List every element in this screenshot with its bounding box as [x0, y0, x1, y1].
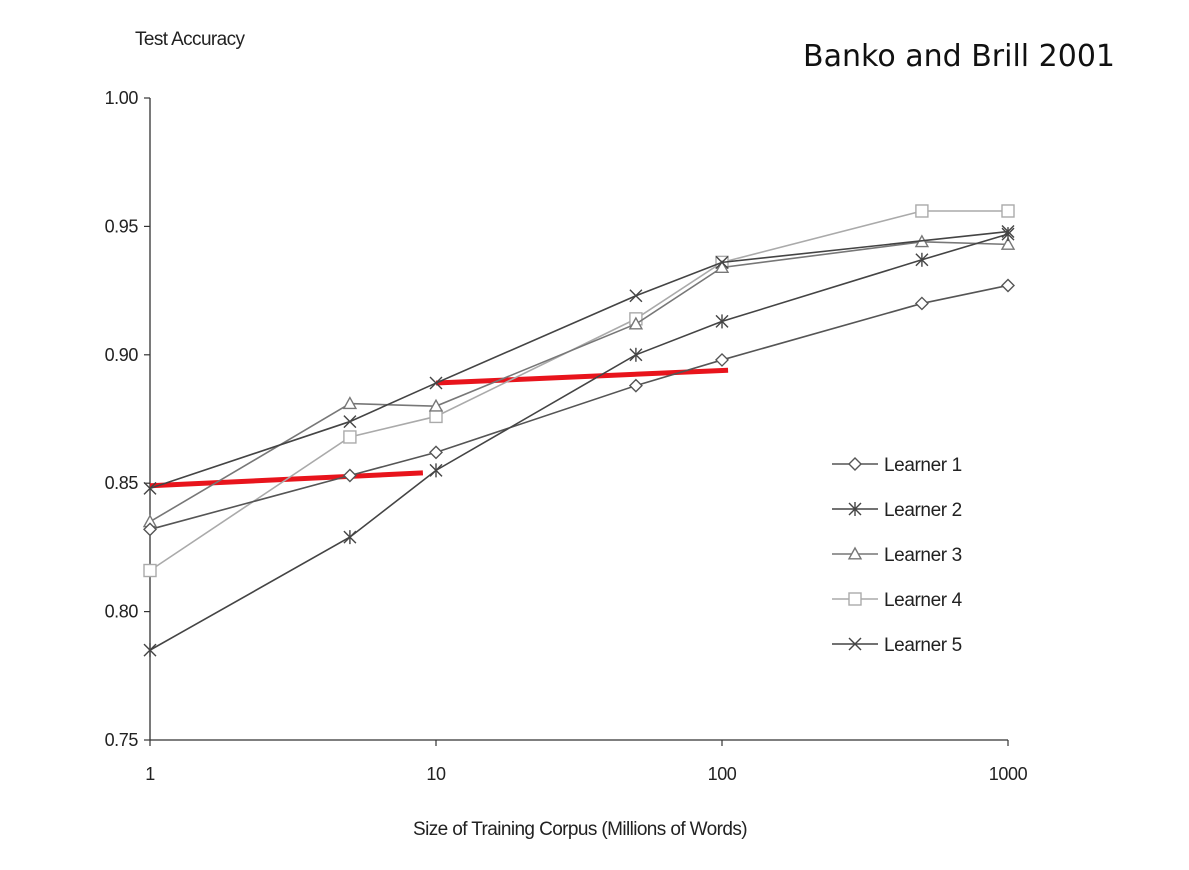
red-annotation-line [435, 367, 729, 386]
x-tick-label: 1 [145, 764, 155, 784]
x-marker [343, 415, 357, 429]
legend-entry: Learner 3 [832, 545, 962, 566]
asterisk-marker [629, 347, 643, 362]
diamond-marker [914, 296, 929, 311]
legend-entry: Learner 4 [832, 590, 963, 611]
series-1 [143, 278, 1015, 537]
series-5 [143, 225, 1015, 495]
x-axis-label: Size of Training Corpus (Millions of Wor… [413, 819, 747, 840]
diamond-marker [342, 468, 357, 483]
series-line [149, 284, 1009, 531]
triangle-marker [428, 398, 444, 412]
asterisk-marker [143, 643, 157, 658]
x-tick-label: 1000 [989, 764, 1028, 784]
y-tick-label: 0.90 [105, 345, 139, 365]
x-marker [429, 376, 443, 390]
x-marker [143, 481, 157, 495]
x-marker [715, 255, 729, 269]
asterisk-marker [848, 502, 862, 516]
square-marker [915, 204, 929, 218]
legend-entry: Learner 2 [832, 500, 962, 521]
series-line [149, 233, 1009, 651]
diamond-marker [143, 522, 157, 537]
legend-label: Learner 3 [884, 545, 962, 566]
triangle-marker [847, 546, 863, 560]
asterisk-marker [915, 252, 929, 267]
y-tick-label: 0.75 [105, 730, 139, 750]
square-marker [343, 430, 357, 444]
x-marker [629, 289, 643, 303]
asterisk-marker [1001, 227, 1015, 242]
square-marker [848, 592, 862, 606]
diamond-marker [628, 378, 643, 393]
diamond-marker [848, 457, 862, 471]
triangle-marker [342, 396, 358, 410]
x-tick-label: 100 [708, 764, 737, 784]
x-marker [848, 637, 862, 651]
legend-entry: Learner 5 [832, 635, 962, 656]
triangle-marker [628, 316, 644, 330]
y-axis-label: Test Accuracy [135, 29, 246, 50]
triangle-marker [1000, 236, 1016, 250]
y-tick-label: 1.00 [105, 88, 139, 108]
triangle-marker [714, 260, 730, 273]
y-tick-label: 0.95 [105, 216, 139, 236]
series-3 [142, 234, 1016, 528]
legend-label: Learner 2 [884, 500, 962, 521]
square-marker [143, 563, 157, 578]
y-tick-label: 0.80 [105, 602, 139, 622]
series-group [142, 204, 1016, 658]
asterisk-marker [715, 314, 729, 329]
legend-label: Learner 1 [884, 455, 962, 476]
square-marker [1001, 204, 1015, 218]
x-tick-label: 10 [426, 764, 446, 784]
diamond-marker [429, 445, 443, 460]
legend-label: Learner 4 [884, 590, 963, 611]
legend-entry: Learner 1 [832, 455, 962, 476]
chart-title: Banko and Brill 2001 [803, 39, 1115, 74]
square-marker [429, 409, 443, 424]
series-line [149, 210, 1008, 572]
asterisk-marker [343, 530, 357, 545]
diamond-marker [715, 352, 729, 367]
legend-label: Learner 5 [884, 635, 962, 656]
diamond-marker [1001, 278, 1015, 293]
series-2 [143, 227, 1015, 658]
y-tick-label: 0.85 [105, 473, 139, 493]
legend: Learner 1 Learner 2 Learner 3 Learner 4 Lear… [832, 455, 963, 656]
series-line [149, 230, 1009, 490]
asterisk-marker [429, 463, 443, 478]
axes: 0.75 0.80 0.85 0.90 0.95 1.00 1 10 100 1000 [105, 88, 1028, 784]
x-marker [1001, 225, 1015, 239]
